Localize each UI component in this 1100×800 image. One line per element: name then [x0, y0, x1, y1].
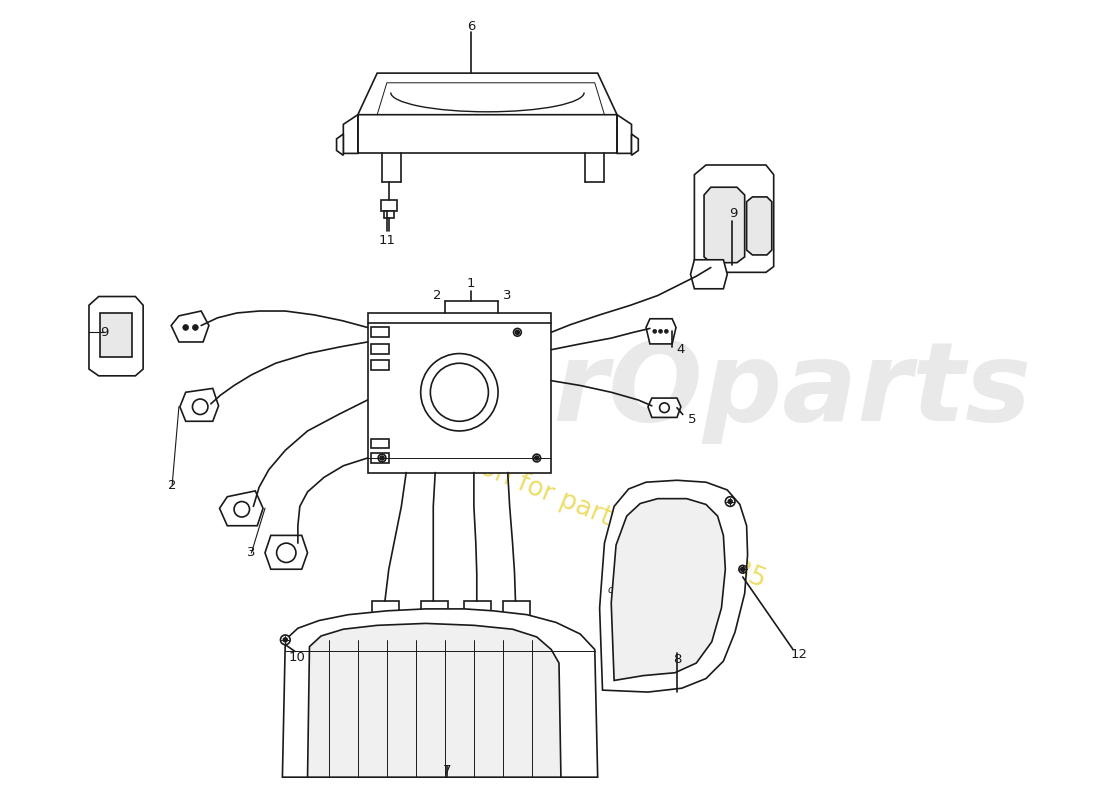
Polygon shape — [631, 134, 638, 155]
Polygon shape — [694, 165, 773, 272]
Circle shape — [740, 567, 745, 571]
Bar — [420, 601, 448, 621]
Bar — [100, 313, 132, 358]
Polygon shape — [612, 498, 725, 681]
Polygon shape — [646, 318, 676, 344]
Polygon shape — [358, 73, 617, 114]
Polygon shape — [180, 388, 219, 422]
Polygon shape — [747, 197, 772, 255]
Circle shape — [430, 363, 488, 422]
Circle shape — [664, 330, 669, 334]
Text: 9: 9 — [100, 326, 109, 339]
Text: 12: 12 — [790, 648, 807, 661]
Text: a passion for parts since 1985: a passion for parts since 1985 — [390, 420, 770, 593]
Text: eurOparts: eurOparts — [399, 337, 1032, 444]
Circle shape — [378, 454, 386, 462]
Text: 2: 2 — [433, 289, 441, 302]
Circle shape — [192, 325, 198, 330]
Circle shape — [381, 456, 384, 460]
Bar — [464, 601, 492, 621]
Text: 1: 1 — [466, 278, 475, 290]
Circle shape — [739, 566, 747, 573]
Circle shape — [728, 500, 733, 503]
Text: 3: 3 — [503, 289, 512, 302]
Bar — [503, 601, 530, 621]
Polygon shape — [704, 187, 745, 262]
Circle shape — [660, 403, 669, 413]
Bar — [372, 453, 388, 463]
Bar — [372, 438, 388, 448]
Circle shape — [652, 330, 657, 334]
Text: 3: 3 — [248, 546, 255, 559]
Polygon shape — [617, 114, 631, 154]
Bar — [367, 313, 551, 473]
Circle shape — [284, 638, 287, 642]
Polygon shape — [691, 260, 727, 289]
Text: 6: 6 — [466, 20, 475, 33]
Polygon shape — [283, 609, 597, 777]
Bar — [372, 601, 399, 621]
Circle shape — [280, 635, 290, 645]
Circle shape — [535, 456, 539, 460]
Circle shape — [532, 454, 540, 462]
Bar — [372, 344, 388, 354]
Text: 7: 7 — [442, 764, 451, 777]
Polygon shape — [600, 480, 748, 692]
Text: 5: 5 — [689, 413, 696, 426]
Bar — [372, 327, 388, 337]
Bar — [384, 211, 394, 218]
Bar — [372, 360, 388, 370]
Text: 2: 2 — [168, 478, 176, 492]
Bar — [381, 200, 396, 211]
Circle shape — [192, 399, 208, 414]
Circle shape — [725, 497, 735, 506]
Circle shape — [514, 329, 521, 336]
Text: 4: 4 — [676, 343, 685, 356]
Polygon shape — [337, 134, 343, 155]
Circle shape — [276, 543, 296, 562]
Text: 11: 11 — [378, 234, 395, 247]
Circle shape — [659, 330, 662, 334]
Text: c: c — [607, 586, 613, 595]
Text: 8: 8 — [673, 653, 681, 666]
Circle shape — [420, 354, 498, 431]
Circle shape — [234, 502, 250, 517]
Polygon shape — [220, 491, 263, 526]
Polygon shape — [89, 297, 143, 376]
Circle shape — [516, 330, 519, 334]
Polygon shape — [265, 535, 308, 570]
Polygon shape — [648, 398, 681, 418]
Text: 9: 9 — [729, 207, 737, 220]
Polygon shape — [343, 114, 358, 154]
Polygon shape — [308, 623, 561, 777]
Circle shape — [183, 325, 188, 330]
Text: 10: 10 — [288, 650, 306, 664]
Polygon shape — [172, 311, 209, 342]
